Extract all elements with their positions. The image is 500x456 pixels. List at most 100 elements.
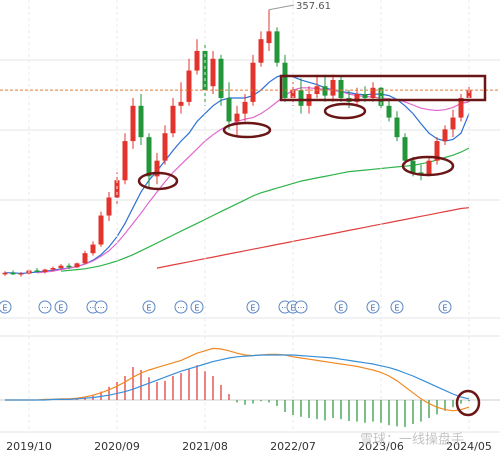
highlight-ellipse bbox=[222, 121, 272, 139]
macd-bar bbox=[276, 400, 278, 406]
candle-body bbox=[290, 90, 296, 98]
high-label: 357.61 bbox=[296, 1, 331, 12]
annotation-leader bbox=[268, 4, 295, 11]
macd-bar bbox=[156, 382, 158, 400]
event-label: E bbox=[194, 304, 199, 313]
macd-bar bbox=[292, 400, 294, 415]
macd-bar bbox=[372, 400, 374, 422]
candle-body bbox=[442, 129, 448, 142]
x-tick-label: 2021/08 bbox=[182, 440, 228, 453]
candle-body bbox=[370, 87, 376, 98]
event-marker bbox=[366, 300, 380, 314]
candle-body bbox=[162, 133, 168, 161]
macd-bar bbox=[380, 400, 382, 423]
candle-body bbox=[170, 105, 176, 134]
event-marker bbox=[390, 300, 404, 314]
candle-body bbox=[402, 137, 408, 161]
macd-bar bbox=[324, 400, 326, 421]
highlight-ellipse bbox=[323, 102, 367, 120]
candle-body bbox=[130, 105, 136, 142]
candle-body bbox=[2, 272, 8, 275]
candle-body bbox=[466, 90, 472, 98]
event-label: E bbox=[290, 304, 295, 313]
line-series bbox=[60, 147, 470, 272]
event-label: E bbox=[58, 304, 63, 313]
candle-body bbox=[50, 268, 56, 270]
macd-bar bbox=[316, 400, 318, 420]
macd-bar bbox=[108, 386, 110, 400]
candle-body bbox=[138, 105, 144, 138]
x-tick-label: 2023/06 bbox=[358, 440, 404, 453]
candle-body bbox=[226, 97, 232, 122]
event-label: E bbox=[146, 304, 151, 313]
macd-bar bbox=[420, 400, 422, 422]
macd-bar bbox=[180, 373, 182, 400]
event-label: ··· bbox=[281, 304, 289, 313]
event-label: E bbox=[370, 304, 375, 313]
candle-body bbox=[154, 160, 160, 177]
macd-bar bbox=[404, 400, 406, 427]
candle-body bbox=[210, 58, 216, 87]
macd-bar bbox=[148, 377, 150, 400]
macd-bar bbox=[284, 400, 286, 412]
macd-bar bbox=[132, 367, 134, 400]
candle-body bbox=[282, 62, 288, 98]
macd-bar bbox=[116, 382, 118, 400]
event-marker bbox=[334, 300, 348, 314]
candle-body bbox=[82, 253, 88, 264]
candle-body bbox=[218, 58, 224, 98]
macd-bar bbox=[452, 400, 454, 408]
macd-bar bbox=[444, 400, 446, 411]
macd-bar bbox=[268, 400, 270, 403]
macd-bar bbox=[388, 400, 390, 426]
macd-bar bbox=[396, 400, 398, 427]
macd-bar bbox=[252, 400, 254, 404]
event-marker bbox=[94, 300, 108, 314]
candle-body bbox=[34, 270, 40, 272]
macd-bar bbox=[356, 400, 358, 422]
macd-bar bbox=[300, 400, 302, 417]
x-tick-label: 2020/09 bbox=[94, 440, 140, 453]
candle-body bbox=[426, 160, 432, 174]
candle-body bbox=[386, 105, 392, 118]
candle-body bbox=[90, 244, 96, 254]
event-marker bbox=[54, 300, 68, 314]
line-series bbox=[156, 207, 470, 269]
candle-body bbox=[146, 137, 152, 177]
line-series bbox=[5, 347, 470, 412]
candle-body bbox=[418, 172, 424, 174]
candle-body bbox=[106, 197, 112, 216]
macd-bar bbox=[340, 400, 342, 420]
candle-body bbox=[10, 272, 16, 275]
candle-body bbox=[242, 101, 248, 114]
highlight-ellipse bbox=[455, 389, 481, 417]
event-marker bbox=[142, 300, 156, 314]
macd-bar bbox=[460, 400, 462, 404]
candle-body bbox=[410, 160, 416, 173]
macd-bar bbox=[348, 400, 350, 421]
candle-body bbox=[330, 79, 336, 96]
macd-bar bbox=[164, 380, 166, 400]
event-marker bbox=[294, 300, 308, 314]
candle-body bbox=[338, 79, 344, 98]
event-label: ··· bbox=[297, 304, 305, 313]
watermark: 雪球：一线操盘手 bbox=[360, 432, 464, 448]
candle-body bbox=[74, 263, 80, 268]
candle-body bbox=[458, 97, 464, 118]
candle-body bbox=[122, 141, 128, 181]
candle-body bbox=[298, 90, 304, 106]
event-label: E bbox=[338, 304, 343, 313]
x-tick-label: 2024/05 bbox=[446, 440, 492, 453]
event-marker bbox=[0, 300, 12, 314]
candle-body bbox=[42, 269, 48, 272]
candle-body bbox=[178, 101, 184, 106]
macd-bar bbox=[428, 400, 430, 418]
candle-body bbox=[186, 70, 192, 102]
candle-body bbox=[66, 265, 72, 268]
candle-body bbox=[58, 265, 64, 269]
macd-bar bbox=[196, 365, 198, 400]
candle-body bbox=[250, 62, 256, 102]
candle-body bbox=[354, 94, 360, 102]
